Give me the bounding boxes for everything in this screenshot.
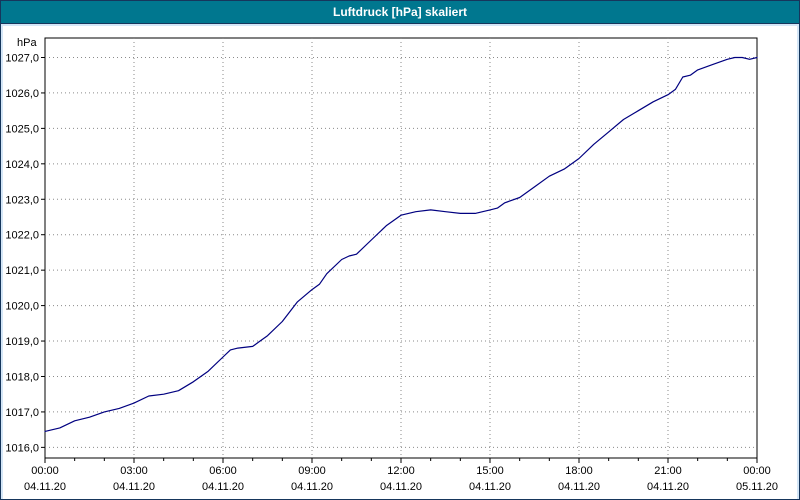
x-tick-time-label: 15:00	[476, 465, 504, 477]
x-tick-date-label: 04.11.20	[24, 481, 66, 493]
y-tick-label: 1025,0	[5, 123, 39, 135]
series-line	[44, 56, 758, 432]
x-tick-time-label: 18:00	[565, 465, 593, 477]
chart-area: 1016,0 1017,0 1018,0 1019,0 1020,0 1021,0 1022…	[3, 26, 797, 499]
y-tick-label: 1024,0	[5, 159, 39, 171]
x-tick-time-label: 12:00	[387, 465, 415, 477]
y-axis-unit-label: hPa	[17, 37, 37, 49]
x-tick-time-label: 00:00	[31, 465, 59, 477]
plot-border	[44, 37, 758, 459]
titlebar: Luftdruck [hPa] skaliert	[1, 1, 799, 24]
window-title: Luftdruck [hPa] skaliert	[332, 5, 468, 19]
y-tick-label: 1026,0	[5, 88, 39, 100]
y-axis-labels: 1016,0 1017,0 1018,0 1019,0 1020,0 1021,0 1022…	[5, 52, 45, 454]
y-tick-label: 1018,0	[5, 371, 39, 383]
y-tick-label: 1021,0	[5, 265, 39, 277]
x-tick-date-label: 05.11.20	[736, 481, 778, 493]
y-tick-label: 1022,0	[5, 230, 39, 242]
y-tick-label: 1016,0	[5, 442, 39, 454]
x-tick-date-label: 04.11.20	[558, 481, 600, 493]
x-tick-time-label: 21:00	[654, 465, 682, 477]
x-tick-date-label: 04.11.20	[202, 481, 244, 493]
x-axis-labels: 00:00 04.11.20 03:00 04.11.20 06:00 04.11.20 0…	[24, 458, 778, 493]
x-tick-time-label: 03:00	[120, 465, 148, 477]
y-tick-label: 1017,0	[5, 407, 39, 419]
y-tick-label: 1023,0	[5, 194, 39, 206]
x-tick-time-label: 09:00	[298, 465, 326, 477]
x-tick-date-label: 04.11.20	[113, 481, 155, 493]
x-tick-date-label: 04.11.20	[469, 481, 511, 493]
y-tick-label: 1020,0	[5, 301, 39, 313]
x-tick-time-label: 00:00	[743, 465, 771, 477]
x-tick-time-label: 06:00	[209, 465, 237, 477]
y-tick-label: 1027,0	[5, 52, 39, 64]
x-tick-date-label: 04.11.20	[647, 481, 689, 493]
x-tick-date-label: 04.11.20	[380, 481, 422, 493]
x-tick-date-label: 04.11.20	[291, 481, 333, 493]
y-tick-label: 1019,0	[5, 336, 39, 348]
pressure-chart: 1016,0 1017,0 1018,0 1019,0 1020,0 1021,0 1022…	[5, 37, 778, 493]
